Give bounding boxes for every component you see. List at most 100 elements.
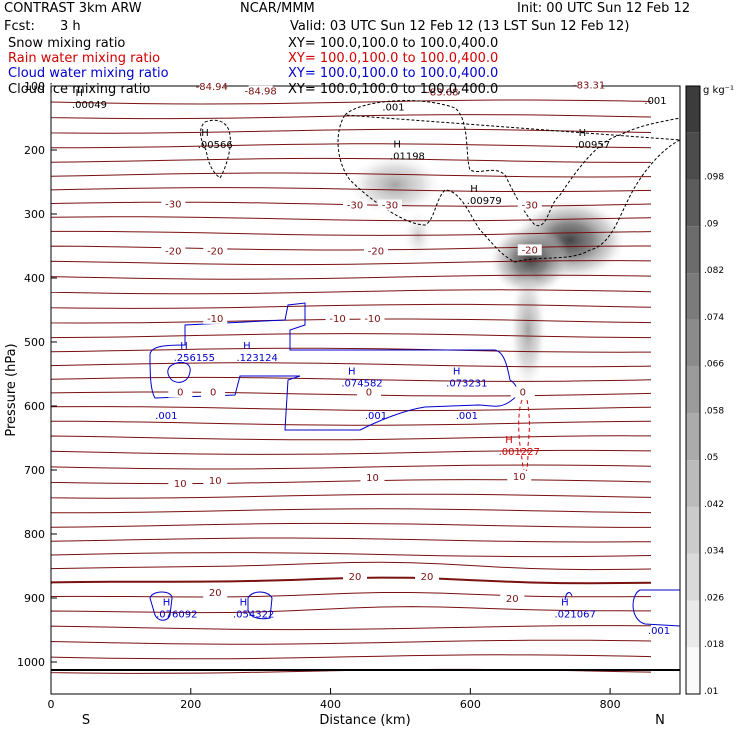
maximum-marker: H	[453, 367, 461, 378]
init-time: Init: 00 UTC Sun 12 Feb 12	[517, 1, 691, 16]
colorbar-swatch	[686, 460, 700, 507]
colorbar-swatch	[686, 413, 700, 461]
label-background	[377, 199, 402, 211]
snow-left-blob	[350, 155, 440, 215]
maximum-marker: H	[470, 184, 478, 195]
maximum-value-label: .001227	[499, 447, 540, 458]
contour-value-label: .001	[648, 626, 670, 637]
y-tick-label: 400	[24, 272, 45, 285]
label-background	[577, 79, 602, 91]
isotherm-line	[51, 592, 652, 599]
label-background	[430, 86, 455, 98]
plot-frame	[50, 85, 681, 695]
contour-value-label: .001	[644, 96, 666, 107]
y-tick-label: 1000	[17, 656, 45, 669]
isotherm-lines	[51, 99, 680, 674]
maximum-marker: H	[348, 367, 356, 378]
temperature-label: -84.98	[245, 87, 277, 98]
y-tick-label: 800	[24, 528, 45, 541]
isotherm-line	[51, 230, 652, 236]
cloud-water-main-contour	[149, 302, 518, 431]
isotherm-line	[51, 479, 652, 485]
organization-label: NCAR/MMM	[240, 1, 315, 16]
contour-value-label: .001	[456, 411, 478, 422]
forecast-label: Fcst:	[4, 19, 35, 34]
maximum-value-label: .054322	[233, 610, 274, 621]
isotherm-line	[51, 376, 652, 382]
colorbar-tick-label: .034	[704, 547, 724, 557]
label-background	[517, 244, 542, 256]
colorbar-tick-label: .066	[704, 360, 724, 370]
colorbar-tick-label: .01	[704, 687, 718, 697]
contour-labels: -84.94 -84.98 -83.68 -83.31 -30 -30 -30 -30 -20 -…	[72, 79, 670, 637]
y-tick-label: 300	[24, 208, 45, 221]
maximum-marker: H	[243, 341, 251, 352]
isotherm-line	[51, 391, 652, 397]
temperature-label: 10	[209, 476, 222, 487]
isotherm-line	[51, 576, 652, 585]
cloud-water-low-right	[564, 592, 573, 601]
temperature-label: 0	[177, 387, 183, 398]
legend-snow: Snow mixing ratio	[8, 36, 126, 51]
isotherm-line	[51, 318, 652, 324]
forecast-hour: 3 h	[60, 19, 81, 34]
colorbar-tick-label: .098	[704, 173, 724, 183]
isotherm-line	[51, 537, 652, 543]
label-background	[343, 570, 368, 582]
isotherm-line	[51, 552, 652, 558]
label-background	[360, 472, 385, 484]
temperature-label: 20	[209, 588, 222, 599]
isotherm-line	[51, 157, 651, 163]
label-background	[363, 245, 388, 257]
isotherm-line	[51, 289, 652, 295]
colorbar-tick-label: .026	[704, 593, 724, 603]
y-axis-title: Pressure (hPa)	[4, 343, 19, 436]
cloud-ice-small-contour	[200, 119, 231, 179]
maximum-value-label: .076092	[156, 610, 197, 621]
temperature-label: 0	[210, 387, 216, 398]
axis-end-right: N	[655, 713, 665, 728]
maximum-value-label: .00957	[575, 140, 610, 151]
cloud-water-edge-right	[632, 589, 681, 627]
isotherm-line	[51, 143, 652, 149]
colorbar-swatch	[686, 319, 700, 367]
cloud-water-contours	[149, 302, 681, 627]
isotherm-line	[51, 260, 652, 266]
cloud-water-low-left	[149, 591, 173, 621]
x-tick-label: 200	[180, 698, 201, 711]
temperature-label: -10	[364, 314, 380, 325]
y-tick-label: 100	[24, 80, 45, 93]
colorbar-tick-label: .018	[704, 640, 724, 650]
temperature-label: 0	[520, 387, 526, 398]
axes: 0 200 400 600 800200300400500600700800900100…	[17, 80, 621, 711]
temperature-label: -20	[165, 247, 181, 258]
temperature-label: -10	[329, 314, 345, 325]
isotherm-line	[51, 187, 652, 193]
isotherm-line	[51, 201, 652, 207]
colorbar-swatch	[686, 86, 700, 133]
contour-value-label: .001	[155, 411, 177, 422]
label-background	[507, 470, 532, 482]
temperature-label: -30	[382, 201, 398, 212]
isotherm-line	[51, 508, 652, 514]
temperature-label: -83.68	[426, 87, 458, 98]
colorbar-frame	[685, 85, 701, 695]
colorbar-tick-label: .042	[704, 500, 724, 510]
colorbar-swatch	[686, 273, 700, 320]
isotherm-line	[51, 245, 652, 251]
valid-time: Valid: 03 UTC Sun 12 Feb 12 (13 LST Sun …	[290, 19, 630, 34]
model-title: CONTRAST 3km ARW	[4, 1, 142, 16]
maximum-value-label: .021067	[554, 610, 595, 621]
maximum-marker: H	[579, 128, 587, 139]
label-background	[168, 478, 193, 489]
cloud-water-inner-loop	[167, 361, 191, 383]
y-tick-label: 600	[24, 400, 45, 413]
x-tick-label: 400	[320, 698, 341, 711]
temperature-label: -84.94	[196, 82, 228, 93]
maximum-marker: H	[505, 435, 513, 446]
temperature-label: -20	[522, 245, 538, 256]
isotherm-line	[51, 347, 652, 353]
label-background	[356, 386, 381, 398]
temperature-label: -10	[207, 314, 223, 325]
